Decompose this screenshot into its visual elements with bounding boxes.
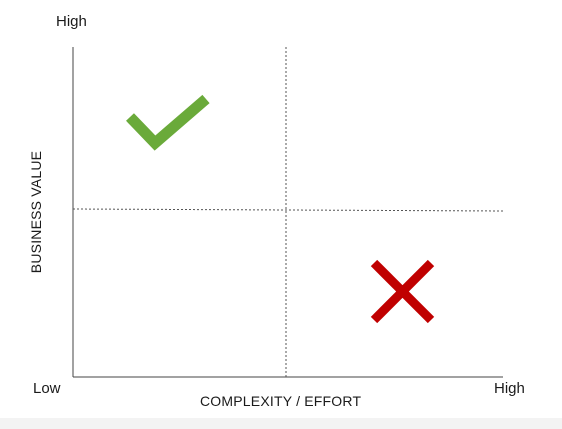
bottom-band [0, 418, 562, 429]
x-axis-high-label: High [494, 380, 525, 397]
cross-icon [370, 259, 435, 324]
y-axis-title: BUSINESS VALUE [28, 150, 44, 274]
checkmark-icon [126, 94, 210, 151]
y-axis-high-label: High [56, 13, 87, 30]
horizontal-divider [72, 208, 504, 212]
x-axis-low-label: Low [33, 380, 61, 397]
x-axis-title: COMPLEXITY / EFFORT [200, 393, 362, 409]
